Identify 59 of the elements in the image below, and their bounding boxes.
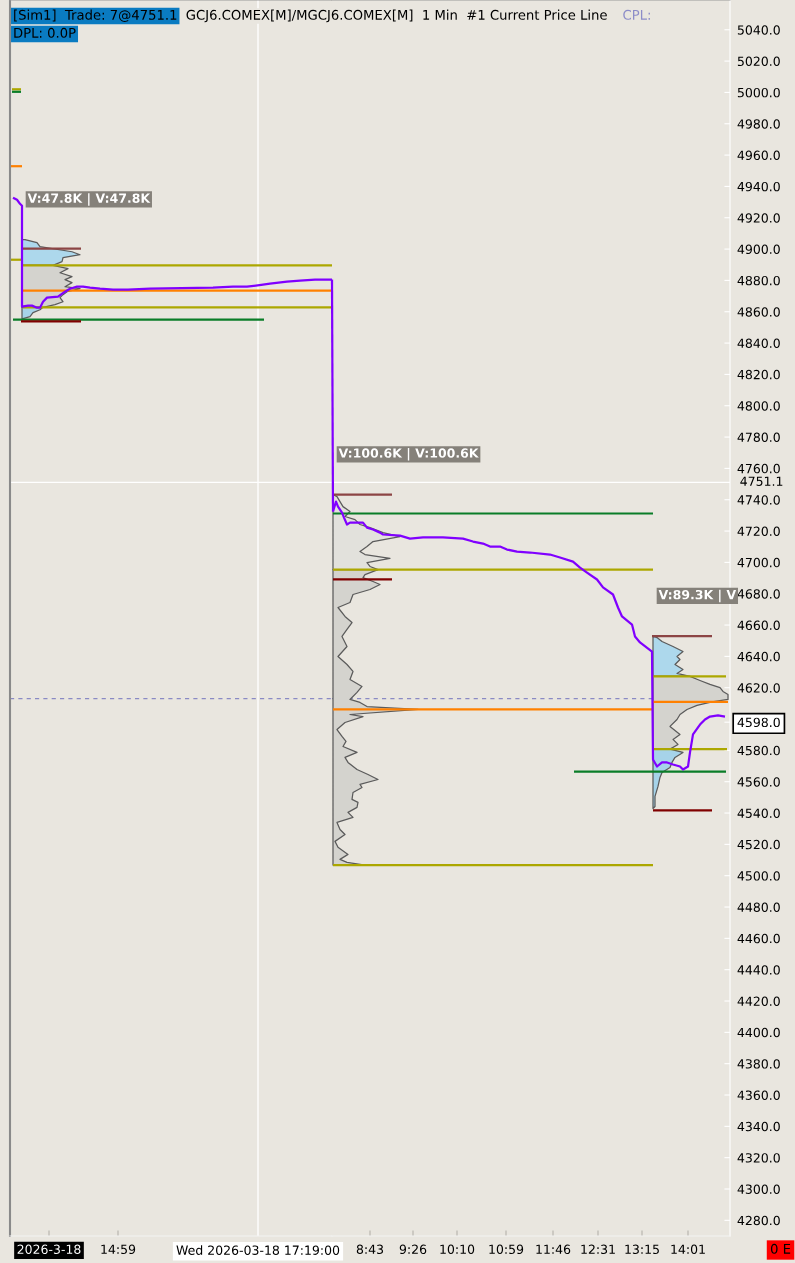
y-tick-label: 4640.0 <box>737 651 780 662</box>
x-tick-label: 2026-3-18 <box>17 1244 81 1255</box>
x-tick-label: 13:15 <box>625 1244 659 1255</box>
annotation: V:89.3K | V <box>658 589 737 603</box>
y-tick-label: 5040.0 <box>737 25 780 35</box>
y-tick-label: 4520.0 <box>737 839 780 850</box>
x-tick-label: 8:43 <box>356 1244 384 1255</box>
y-tick-label: 4800.0 <box>737 401 780 411</box>
y-tick-label: 4460.0 <box>737 933 780 944</box>
text: 0 E <box>770 1243 791 1254</box>
text: GCJ6.COMEX[M]/MGCJ6.COMEX[M] 1 Min #1 Current Price Line <box>186 9 607 23</box>
y-tick-label: 4880.0 <box>737 275 780 286</box>
y-tick-label: 4900.0 <box>737 244 780 255</box>
x-tick-label: 11:46 <box>536 1244 571 1255</box>
y-tick-label: 4360.0 <box>737 1090 780 1100</box>
y-tick-label: 4780.0 <box>737 432 780 442</box>
ref-line-label: Wed 2026-03-18 17:19:00 <box>176 1245 340 1255</box>
y-tick-label: 4680.0 <box>737 589 780 599</box>
y-tick-label: 5020.0 <box>737 56 780 67</box>
annotation: DPL: 0.0P <box>14 27 76 38</box>
ref-line-label: 4751.1 <box>740 476 783 486</box>
y-tick-label: 4280.0 <box>737 1215 780 1226</box>
x-tick-label: 14:01 <box>671 1244 705 1255</box>
annotation: V:100.6K | V:100.6K <box>338 448 479 461</box>
y-tick-label: 4960.0 <box>737 150 780 161</box>
annotation: CPL: <box>623 9 650 20</box>
y-tick-label: 4300.0 <box>737 1184 780 1194</box>
x-tick-label: 10:59 <box>489 1244 524 1255</box>
annotation: V:47.8K | V:47.8K <box>27 193 151 206</box>
y-tick-label: 4840.0 <box>737 338 780 348</box>
y-tick-label: 4400.0 <box>737 1027 780 1038</box>
y-tick-label: 4420.0 <box>737 996 780 1006</box>
y-tick-label: 4860.0 <box>737 307 780 317</box>
x-tick-label: 14:59 <box>101 1244 136 1255</box>
y-tick-label: 4700.0 <box>737 557 780 568</box>
y-tick-label: 4620.0 <box>737 683 780 693</box>
y-tick-label: 4320.0 <box>737 1153 780 1163</box>
y-tick-label: 4380.0 <box>737 1059 780 1069</box>
y-tick-label: 4940.0 <box>737 181 780 192</box>
y-tick-label: 4720.0 <box>737 526 780 536</box>
annotation: [Sim1] Trade: 7@4751.1 <box>14 9 177 22</box>
y-tick-label: 4760.0 <box>737 463 780 474</box>
y-tick-label: 4440.0 <box>737 965 780 975</box>
x-tick-label: 9:26 <box>399 1244 427 1255</box>
x-tick-label: 10:10 <box>440 1244 475 1255</box>
y-tick-label: 4820.0 <box>737 369 780 380</box>
y-tick-label: 4580.0 <box>737 745 780 756</box>
y-tick-label: 4500.0 <box>737 871 780 881</box>
y-tick-label: 4740.0 <box>737 495 780 505</box>
y-tick-label: 5000.0 <box>737 87 780 98</box>
y-tick-label: 4560.0 <box>737 777 780 787</box>
y-tick-label: 4480.0 <box>737 902 780 912</box>
y-tick-label: 4340.0 <box>737 1121 780 1132</box>
y-tick-label: 4540.0 <box>737 808 780 818</box>
y-tick-label: 4920.0 <box>737 213 780 223</box>
y-tick-label: 4980.0 <box>737 119 780 129</box>
y-tick-label: 4660.0 <box>737 620 780 630</box>
y-tick-label: 4598.0 <box>737 717 780 728</box>
x-tick-label: 12:31 <box>581 1244 615 1255</box>
